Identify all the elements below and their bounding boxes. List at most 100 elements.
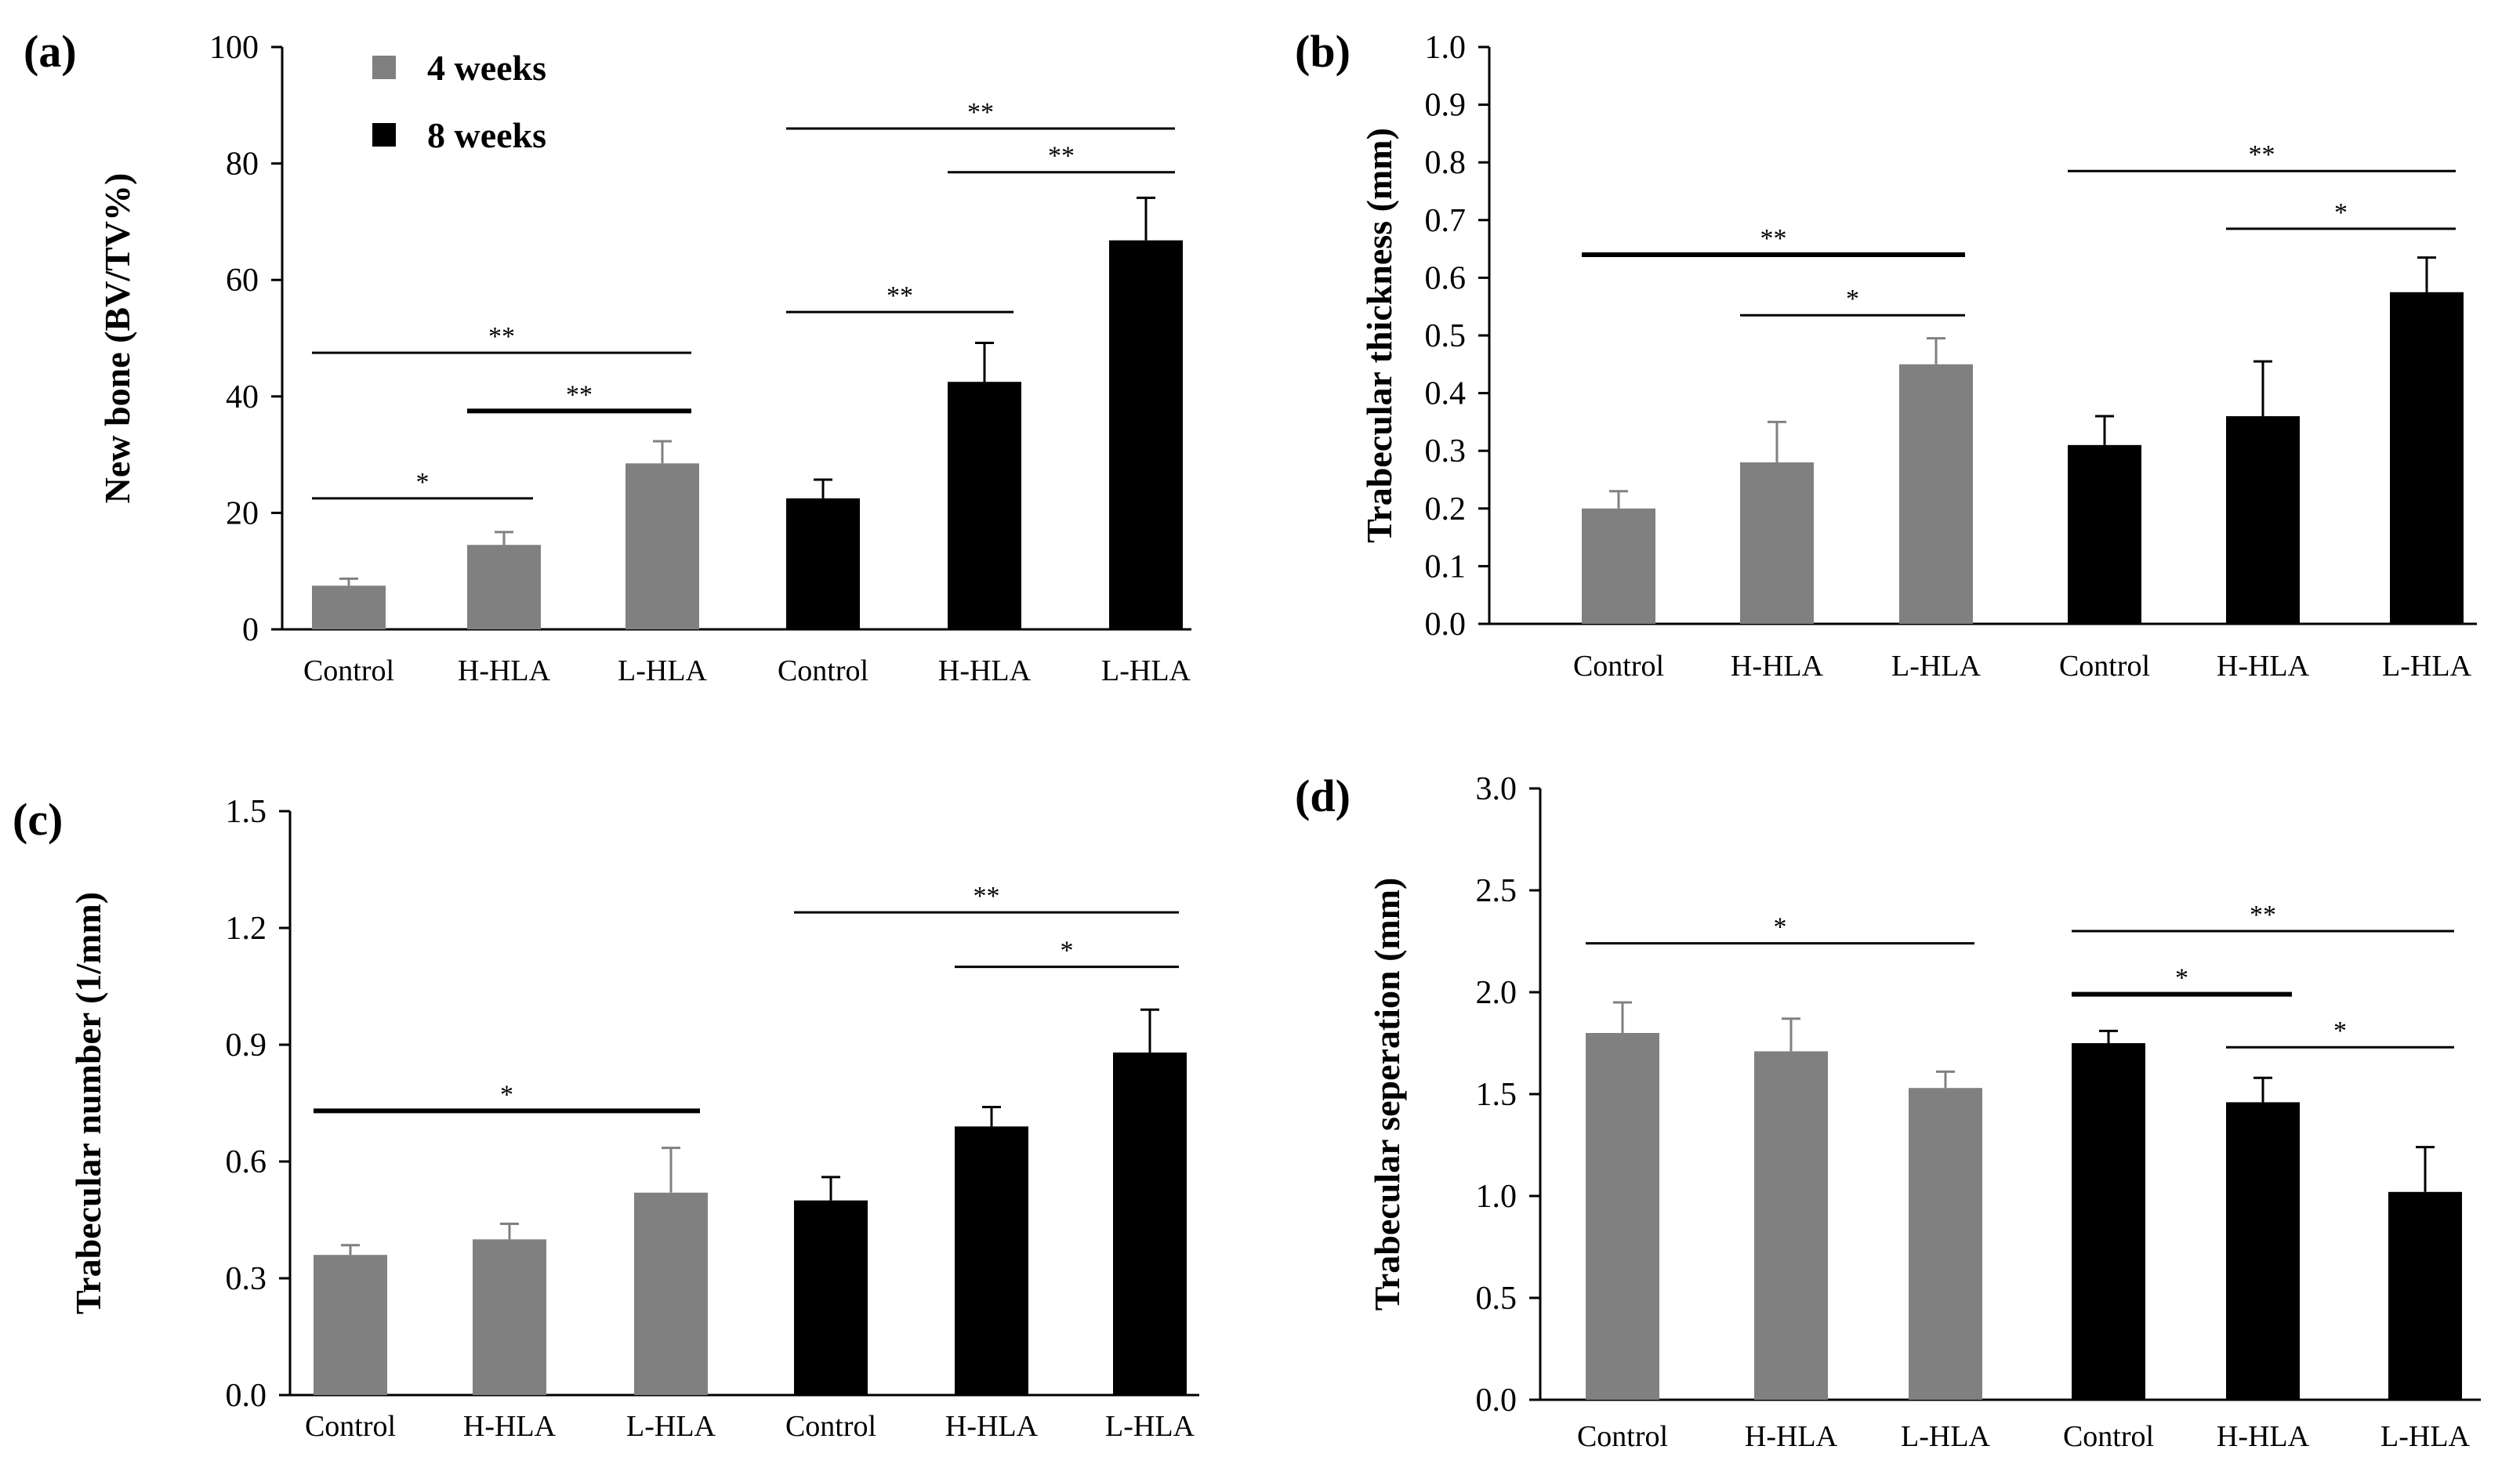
- bar-4-weeks: [625, 463, 699, 629]
- significance-marker: *: [1061, 937, 1074, 966]
- significance-marker: *: [500, 1080, 513, 1109]
- chart-b-svg: (b) 0.0 0.1 0.2 0.3 0.4 0.5 0.6 0.7 0.8 0.9 1.0 Trab…: [1295, 26, 2477, 683]
- y-tick-label: 2.0: [1476, 975, 1517, 1011]
- x-tick-label: Control: [2063, 1420, 2154, 1453]
- y-tick-label: 0.6: [1425, 260, 1467, 296]
- bar-4-weeks: [473, 1239, 546, 1395]
- y-tick-label: 0.5: [1425, 318, 1467, 354]
- x-tick-label: L-HLA: [2380, 1420, 2471, 1453]
- y-tick-label: 100: [209, 30, 259, 66]
- y-tick-label: 3.0: [1476, 771, 1517, 807]
- significance-marker: *: [416, 468, 430, 497]
- bar-8-weeks: [1109, 240, 1183, 629]
- bar-8-weeks: [2390, 292, 2464, 624]
- significance-marker: **: [1760, 224, 1787, 253]
- y-axis-title: Trabecular number (1/mm): [68, 892, 108, 1314]
- legend-label-4-weeks: 4 weeks: [427, 47, 547, 88]
- x-tick-label: Control: [778, 654, 868, 687]
- y-tick-label: 0.4: [1425, 376, 1467, 412]
- y-tick-label: 20: [226, 495, 259, 531]
- chart-d-svg: (d) 0.0 0.5 1.0 1.5 2.0 2.5 3.0 Trabecular seper…: [1295, 770, 2481, 1453]
- y-axis-title: Trabecular thickness (mm): [1359, 128, 1399, 543]
- x-tick-label: Control: [305, 1410, 396, 1443]
- y-tick-label: 0.9: [1425, 88, 1467, 124]
- bar-8-weeks: [2072, 1043, 2145, 1400]
- bar-4-weeks: [314, 1255, 387, 1395]
- significance-marker: **: [887, 281, 913, 310]
- bar-8-weeks: [2068, 444, 2141, 624]
- x-tick-label: H-HLA: [2217, 1420, 2310, 1453]
- chart-panel-b: (b) 0.0 0.1 0.2 0.3 0.4 0.5 0.6 0.7 0.8 0.9 1.0 Trab…: [1254, 0, 2520, 705]
- bar-8-weeks: [948, 382, 1021, 629]
- significance-marker: **: [566, 380, 593, 409]
- x-tick-label: H-HLA: [2217, 650, 2310, 683]
- y-tick-label: 40: [226, 379, 259, 415]
- y-tick-label: 2.5: [1476, 873, 1517, 909]
- bar-4-weeks: [1740, 462, 1814, 624]
- x-tick-label: Control: [785, 1410, 876, 1443]
- significance-marker: **: [488, 322, 515, 351]
- chart-c-svg: (c) 0.0 0.3 0.6 0.9 1.2 1.5 Trabecular number (…: [13, 794, 1199, 1443]
- y-tick-label: 0.9: [226, 1027, 267, 1064]
- bar-4-weeks: [1582, 508, 1655, 624]
- y-tick-label: 0.2: [1425, 491, 1467, 527]
- x-tick-label: L-HLA: [1901, 1420, 1991, 1453]
- x-tick-label: H-HLA: [938, 654, 1032, 687]
- y-tick-label: 0.6: [226, 1144, 267, 1180]
- y-tick-label: 0.0: [1425, 607, 1467, 643]
- y-tick-label: 0.3: [1425, 433, 1467, 469]
- x-tick-label: H-HLA: [1745, 1420, 1838, 1453]
- y-tick-label: 0.0: [1476, 1383, 1517, 1419]
- x-tick-label: H-HLA: [1731, 650, 1824, 683]
- bar-8-weeks: [2226, 1102, 2300, 1400]
- legend-swatch-4-weeks: [372, 56, 396, 79]
- bar-8-weeks: [794, 1200, 868, 1395]
- y-tick-label: 0.8: [1425, 145, 1467, 181]
- x-tick-label: Control: [1573, 650, 1664, 683]
- y-tick-label: 0.0: [226, 1378, 267, 1414]
- y-tick-label: 0.7: [1425, 203, 1467, 239]
- panel-label: (c): [13, 794, 63, 845]
- significance-marker: *: [2334, 198, 2348, 227]
- bar-8-weeks: [786, 498, 860, 629]
- chart-a-svg: (a) 0 20 40 60 80 100 New bone (BV/TV%) Control H…: [24, 26, 1191, 687]
- x-tick-label: H-HLA: [463, 1410, 557, 1443]
- y-tick-label: 0.5: [1476, 1281, 1517, 1317]
- y-tick-label: 1.5: [226, 794, 267, 830]
- bar-4-weeks: [634, 1192, 708, 1395]
- significance-marker: *: [1774, 913, 1787, 942]
- legend-item-8-weeks: 8 weeks: [372, 115, 546, 155]
- x-tick-label: L-HLA: [618, 654, 708, 687]
- x-tick-label: L-HLA: [2382, 650, 2472, 683]
- significance-marker: *: [2333, 1017, 2347, 1046]
- x-tick-label: Control: [2059, 650, 2150, 683]
- legend-item-4-weeks: 4 weeks: [372, 47, 547, 88]
- y-tick-label: 0: [242, 612, 259, 648]
- x-tick-label: H-HLA: [945, 1410, 1039, 1443]
- bar-4-weeks: [312, 585, 386, 629]
- legend: 4 weeks 8 weeks: [372, 47, 547, 155]
- x-tick-label: Control: [1577, 1420, 1668, 1453]
- bar-8-weeks: [2388, 1191, 2462, 1400]
- significance-marker: **: [974, 882, 1000, 911]
- significance-marker: **: [967, 98, 994, 127]
- chart-panel-d: (d) 0.0 0.5 1.0 1.5 2.0 2.5 3.0 Trabecular seper…: [1254, 760, 2520, 1471]
- bar-8-weeks: [2226, 416, 2300, 624]
- significance-marker: *: [2175, 964, 2188, 993]
- y-tick-label: 0.3: [226, 1261, 267, 1297]
- bar-4-weeks: [1754, 1051, 1828, 1400]
- y-tick-label: 1.0: [1476, 1179, 1517, 1215]
- significance-marker: **: [2250, 901, 2276, 930]
- legend-swatch-8-weeks: [372, 123, 396, 147]
- x-tick-label: Control: [303, 654, 394, 687]
- y-axis-title: Trabecular seperation (mm): [1367, 878, 1407, 1311]
- x-tick-label: L-HLA: [626, 1410, 716, 1443]
- bar-4-weeks: [1909, 1088, 1982, 1400]
- x-tick-label: L-HLA: [1105, 1410, 1195, 1443]
- chart-panel-a: (a) 0 20 40 60 80 100 New bone (BV/TV%) Control H…: [0, 0, 1254, 705]
- y-tick-label: 1.2: [226, 911, 267, 947]
- bar-8-weeks: [1113, 1052, 1187, 1395]
- y-tick-label: 60: [226, 263, 259, 299]
- panel-label: (a): [24, 26, 77, 77]
- x-tick-label: H-HLA: [458, 654, 551, 687]
